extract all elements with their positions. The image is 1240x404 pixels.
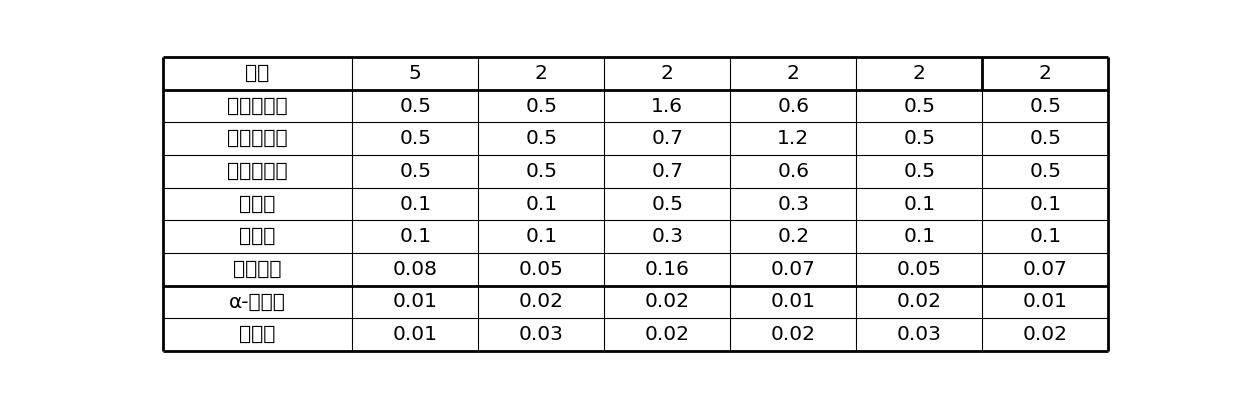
Text: 0.2: 0.2 — [777, 227, 810, 246]
Text: 膨松剂: 膨松剂 — [239, 194, 275, 214]
Text: 2: 2 — [913, 64, 926, 83]
Text: 2: 2 — [1039, 64, 1052, 83]
Text: 0.5: 0.5 — [1029, 129, 1061, 148]
Text: 0.1: 0.1 — [903, 227, 935, 246]
Text: 2: 2 — [661, 64, 673, 83]
Text: 0.5: 0.5 — [1029, 97, 1061, 116]
Text: 0.7: 0.7 — [651, 129, 683, 148]
Text: 0.1: 0.1 — [1029, 227, 1061, 246]
Text: 0.02: 0.02 — [518, 292, 564, 311]
Text: 第一乳化剂: 第一乳化剂 — [227, 97, 288, 116]
Text: 2: 2 — [534, 64, 548, 83]
Text: 0.5: 0.5 — [526, 97, 557, 116]
Text: 0.05: 0.05 — [897, 260, 941, 279]
Text: 0.02: 0.02 — [645, 325, 689, 344]
Text: 0.01: 0.01 — [393, 325, 438, 344]
Text: 0.1: 0.1 — [526, 227, 557, 246]
Text: 0.5: 0.5 — [903, 129, 935, 148]
Text: 5: 5 — [409, 64, 422, 83]
Text: 0.1: 0.1 — [399, 227, 432, 246]
Text: 1.2: 1.2 — [777, 129, 810, 148]
Text: 0.3: 0.3 — [777, 194, 810, 214]
Text: 0.01: 0.01 — [1023, 292, 1068, 311]
Text: 第二乳化剂: 第二乳化剂 — [227, 129, 288, 148]
Text: 0.5: 0.5 — [399, 129, 432, 148]
Text: 0.5: 0.5 — [399, 162, 432, 181]
Text: 0.02: 0.02 — [897, 292, 942, 311]
Text: 0.16: 0.16 — [645, 260, 689, 279]
Text: 1.6: 1.6 — [651, 97, 683, 116]
Text: 0.6: 0.6 — [777, 162, 810, 181]
Text: 甘油: 甘油 — [246, 64, 269, 83]
Text: 0.5: 0.5 — [903, 97, 935, 116]
Text: 0.5: 0.5 — [651, 194, 683, 214]
Text: 0.08: 0.08 — [393, 260, 438, 279]
Text: 0.07: 0.07 — [771, 260, 816, 279]
Text: 0.7: 0.7 — [651, 162, 683, 181]
Text: 食用香精: 食用香精 — [233, 260, 281, 279]
Text: 0.01: 0.01 — [393, 292, 438, 311]
Text: 2: 2 — [787, 64, 800, 83]
Text: 0.1: 0.1 — [1029, 194, 1061, 214]
Text: α-淠粉酶: α-淠粉酶 — [229, 292, 286, 311]
Text: 0.03: 0.03 — [897, 325, 941, 344]
Text: 0.5: 0.5 — [1029, 162, 1061, 181]
Text: 0.5: 0.5 — [399, 97, 432, 116]
Text: 防腐剂: 防腐剂 — [239, 227, 275, 246]
Text: 0.3: 0.3 — [651, 227, 683, 246]
Text: 第三乳化剂: 第三乳化剂 — [227, 162, 288, 181]
Text: 0.01: 0.01 — [771, 292, 816, 311]
Text: 0.05: 0.05 — [518, 260, 564, 279]
Text: 0.02: 0.02 — [771, 325, 816, 344]
Text: 0.1: 0.1 — [526, 194, 557, 214]
Text: 0.5: 0.5 — [526, 129, 557, 148]
Text: 0.6: 0.6 — [777, 97, 810, 116]
Text: 0.02: 0.02 — [645, 292, 689, 311]
Text: 0.5: 0.5 — [526, 162, 557, 181]
Text: 0.02: 0.02 — [1023, 325, 1068, 344]
Text: 0.03: 0.03 — [518, 325, 564, 344]
Text: 0.5: 0.5 — [903, 162, 935, 181]
Text: 0.07: 0.07 — [1023, 260, 1068, 279]
Text: 0.1: 0.1 — [903, 194, 935, 214]
Text: 0.1: 0.1 — [399, 194, 432, 214]
Text: 糖化酶: 糖化酶 — [239, 325, 275, 344]
